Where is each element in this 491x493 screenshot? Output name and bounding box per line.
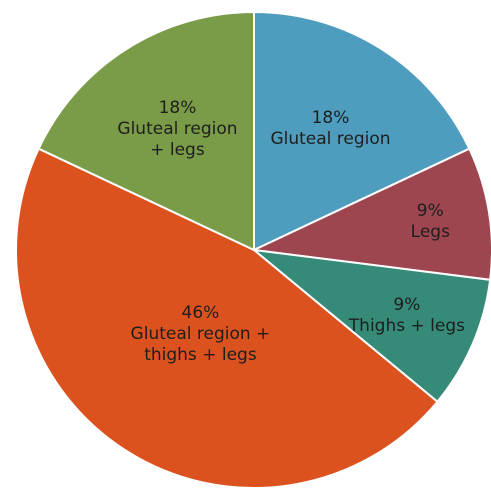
pie-slice [253,10,471,252]
pie-slice [15,147,439,489]
category-label: Thighs + legs [348,316,465,337]
label-box: 9% Thighs + legs [327,271,487,361]
label-box: 46% Gluteal region + thighs + legs [115,289,285,379]
category-label: Gluteal region [270,129,391,150]
slice-label: 9%Thighs + legs [327,271,487,361]
slice-label: 18%Gluteal region [251,84,411,174]
label-box: 18% Gluteal region [251,84,411,174]
value-label: 18% [311,108,350,129]
value-label: 18% [158,97,197,118]
category-label: Legs [410,222,450,243]
pie-slice [37,10,255,252]
value-label: 9% [393,295,421,316]
label-box: 18% Gluteal region + legs [112,84,242,174]
pie-slice [250,248,491,404]
category-label: Gluteal region + legs [117,118,238,160]
label-box: 9% Legs [390,177,470,267]
value-label: 9% [416,201,444,222]
slice-label: 9%Legs [390,177,470,267]
slice-label: 46%Gluteal region + thighs + legs [115,289,285,379]
value-label: 46% [181,302,220,323]
slice-label: 18%Gluteal region + legs [112,84,242,174]
category-label: Gluteal region + thighs + legs [130,323,271,365]
